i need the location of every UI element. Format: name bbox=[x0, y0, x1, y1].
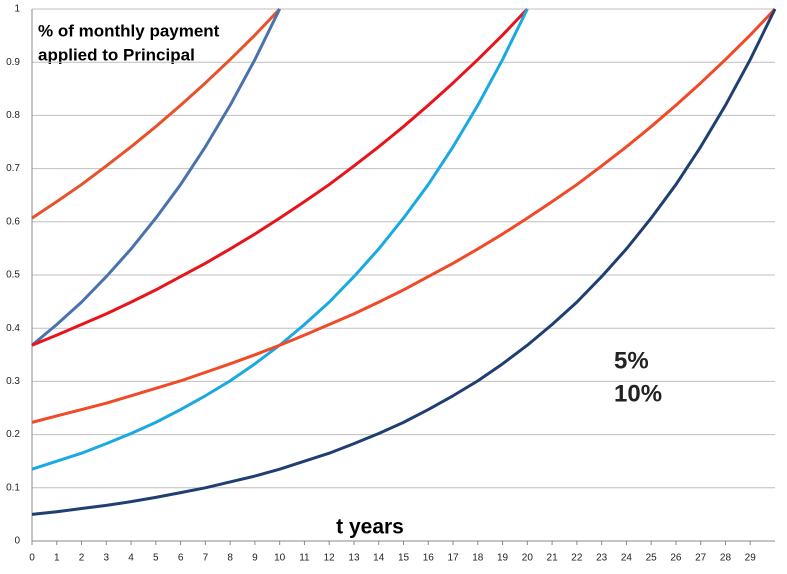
line-series bbox=[31, 8, 282, 347]
y-tick-label: 1 bbox=[14, 4, 20, 15]
y-tick-label: 0.3 bbox=[6, 376, 20, 387]
x-tick-label: 26 bbox=[670, 553, 682, 564]
line-series bbox=[31, 8, 777, 516]
x-axis-label: t years bbox=[336, 516, 404, 539]
x-tick-label: 25 bbox=[646, 553, 658, 564]
x-tick-label: 15 bbox=[398, 553, 410, 564]
line-series bbox=[31, 7, 529, 347]
x-tick-label: 20 bbox=[522, 553, 534, 564]
x-tick-label: 4 bbox=[128, 553, 134, 564]
x-tick-label: 10 bbox=[274, 553, 286, 564]
x-tick-label: 2 bbox=[79, 553, 85, 564]
y-tick-label: 0.8 bbox=[6, 110, 20, 121]
x-tick-label: 0 bbox=[29, 553, 35, 564]
y-tick-label: 0.7 bbox=[6, 163, 20, 174]
y-tick-label: 0.2 bbox=[6, 429, 20, 440]
x-tick-label: 17 bbox=[447, 553, 459, 564]
y-tick-label: 0.9 bbox=[6, 57, 20, 68]
y-tick-label: 0 bbox=[14, 536, 20, 547]
chart-title: applied to Principal bbox=[38, 45, 195, 64]
x-tick-label: 18 bbox=[472, 553, 484, 564]
x-tick-label: 16 bbox=[423, 553, 435, 564]
x-tick-label: 13 bbox=[348, 553, 360, 564]
annotation: 10% bbox=[614, 380, 662, 407]
y-tick-label: 0.6 bbox=[6, 216, 20, 227]
annotation: 5% bbox=[614, 347, 649, 374]
y-tick-label: 0.4 bbox=[6, 323, 20, 334]
x-tick-label: 3 bbox=[104, 553, 110, 564]
x-tick-label: 23 bbox=[596, 553, 608, 564]
x-tick-label: 22 bbox=[571, 553, 583, 564]
x-tick-label: 8 bbox=[227, 553, 233, 564]
x-tick-label: 14 bbox=[373, 553, 385, 564]
x-tick-label: 6 bbox=[178, 553, 184, 564]
y-tick-label: 0.1 bbox=[6, 482, 20, 493]
x-tick-label: 1 bbox=[54, 553, 60, 564]
x-tick-label: 7 bbox=[203, 553, 209, 564]
y-tick-label: 0.5 bbox=[6, 270, 20, 281]
x-tick-label: 27 bbox=[695, 553, 707, 564]
x-tick-label: 11 bbox=[299, 553, 310, 564]
x-tick-label: 9 bbox=[252, 553, 258, 564]
chart-title: % of monthly payment bbox=[38, 21, 220, 40]
line-series bbox=[31, 7, 777, 424]
x-tick-label: 21 bbox=[547, 553, 559, 564]
x-tick-label: 28 bbox=[720, 553, 732, 564]
line-series bbox=[31, 7, 281, 220]
x-tick-label: 12 bbox=[324, 553, 336, 564]
x-tick-label: 29 bbox=[745, 553, 757, 564]
x-tick-label: 5 bbox=[153, 553, 159, 564]
x-tick-label: 24 bbox=[621, 553, 633, 564]
x-tick-label: 19 bbox=[497, 553, 509, 564]
